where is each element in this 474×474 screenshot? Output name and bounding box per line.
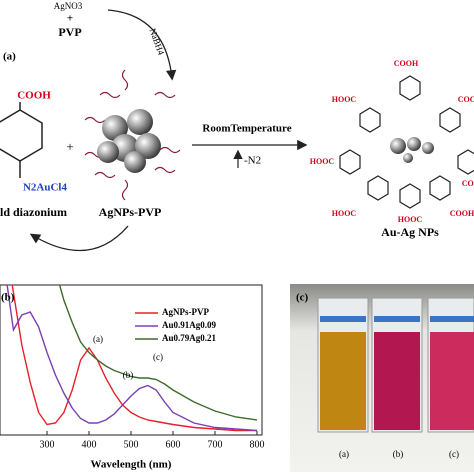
annotation: (b) (123, 370, 134, 380)
photo: (c) (a) (b) (c) (290, 284, 474, 472)
legend-label: Au0.79Ag0.21 (162, 333, 217, 343)
x-tick-label: 500 (124, 439, 139, 450)
series-line (11, 285, 257, 432)
x-tick-label: 600 (165, 439, 180, 450)
scheme: (a) AgNO3 + PVP NaBH4 COOH N2AuCl4 + ld … (0, 1, 474, 252)
sample-label: (b) (393, 449, 404, 459)
panel-label: (c) (296, 292, 309, 304)
reagent: AgNO3 (54, 1, 83, 11)
solution (430, 332, 474, 430)
product-rings (339, 75, 474, 209)
product-spheres (390, 137, 434, 163)
functional-group: COOH (462, 179, 474, 188)
solution (320, 332, 366, 430)
functional-group: HOOC (332, 209, 357, 218)
nanoparticle-label: AgNPs-PVP (99, 205, 162, 219)
functional-group: HOOC (332, 95, 357, 104)
series-line (58, 285, 258, 421)
cuvette-band (320, 316, 366, 322)
panel-label: (a) (3, 51, 16, 63)
x-tick-label: 800 (249, 439, 264, 450)
reductant: NaBH4 (147, 27, 166, 57)
functional-group: COOH (450, 209, 474, 218)
stabilizer: PVP (58, 25, 81, 39)
plus: + (67, 13, 73, 25)
functional-group: HOOC (310, 157, 335, 166)
x-tick-label: 300 (40, 439, 55, 450)
legend-label: AgNPs-PVP (162, 307, 209, 317)
x-tick-label: 700 (207, 439, 222, 450)
annotation: (a) (93, 334, 103, 344)
diazonium-group: N2AuCl4 (23, 182, 68, 194)
series-line (6, 285, 258, 432)
sample-label: (a) (339, 449, 349, 459)
plot-area (6, 285, 258, 432)
functional-group: COOH (394, 59, 419, 68)
panel-label: (b) (1, 292, 15, 304)
salt-name: ld diazonium (0, 205, 67, 219)
silver-spheres (97, 109, 161, 173)
x-tick-label: 400 (82, 439, 97, 450)
arrow (107, 9, 177, 81)
sample-label: (c) (449, 449, 459, 459)
nanoparticle-cluster (84, 69, 181, 201)
arrow (29, 225, 129, 252)
functional-group: HOOC (398, 215, 423, 224)
benzene (0, 109, 43, 162)
functional-group: COOH (458, 95, 474, 104)
cuvette-band (430, 316, 474, 322)
cuvette-band (374, 316, 420, 322)
annotation: (c) (153, 352, 163, 362)
x-axis-label: Wavelength (nm) (91, 459, 172, 471)
acid-group: COOH (17, 90, 51, 102)
condition: RoomTemperature (202, 123, 291, 135)
legend-label: Au0.91Ag0.09 (162, 320, 217, 330)
solution (374, 332, 420, 430)
byproduct: -N2 (244, 155, 261, 167)
plus: + (66, 139, 73, 154)
product-label: Au-Ag NPs (381, 225, 439, 239)
